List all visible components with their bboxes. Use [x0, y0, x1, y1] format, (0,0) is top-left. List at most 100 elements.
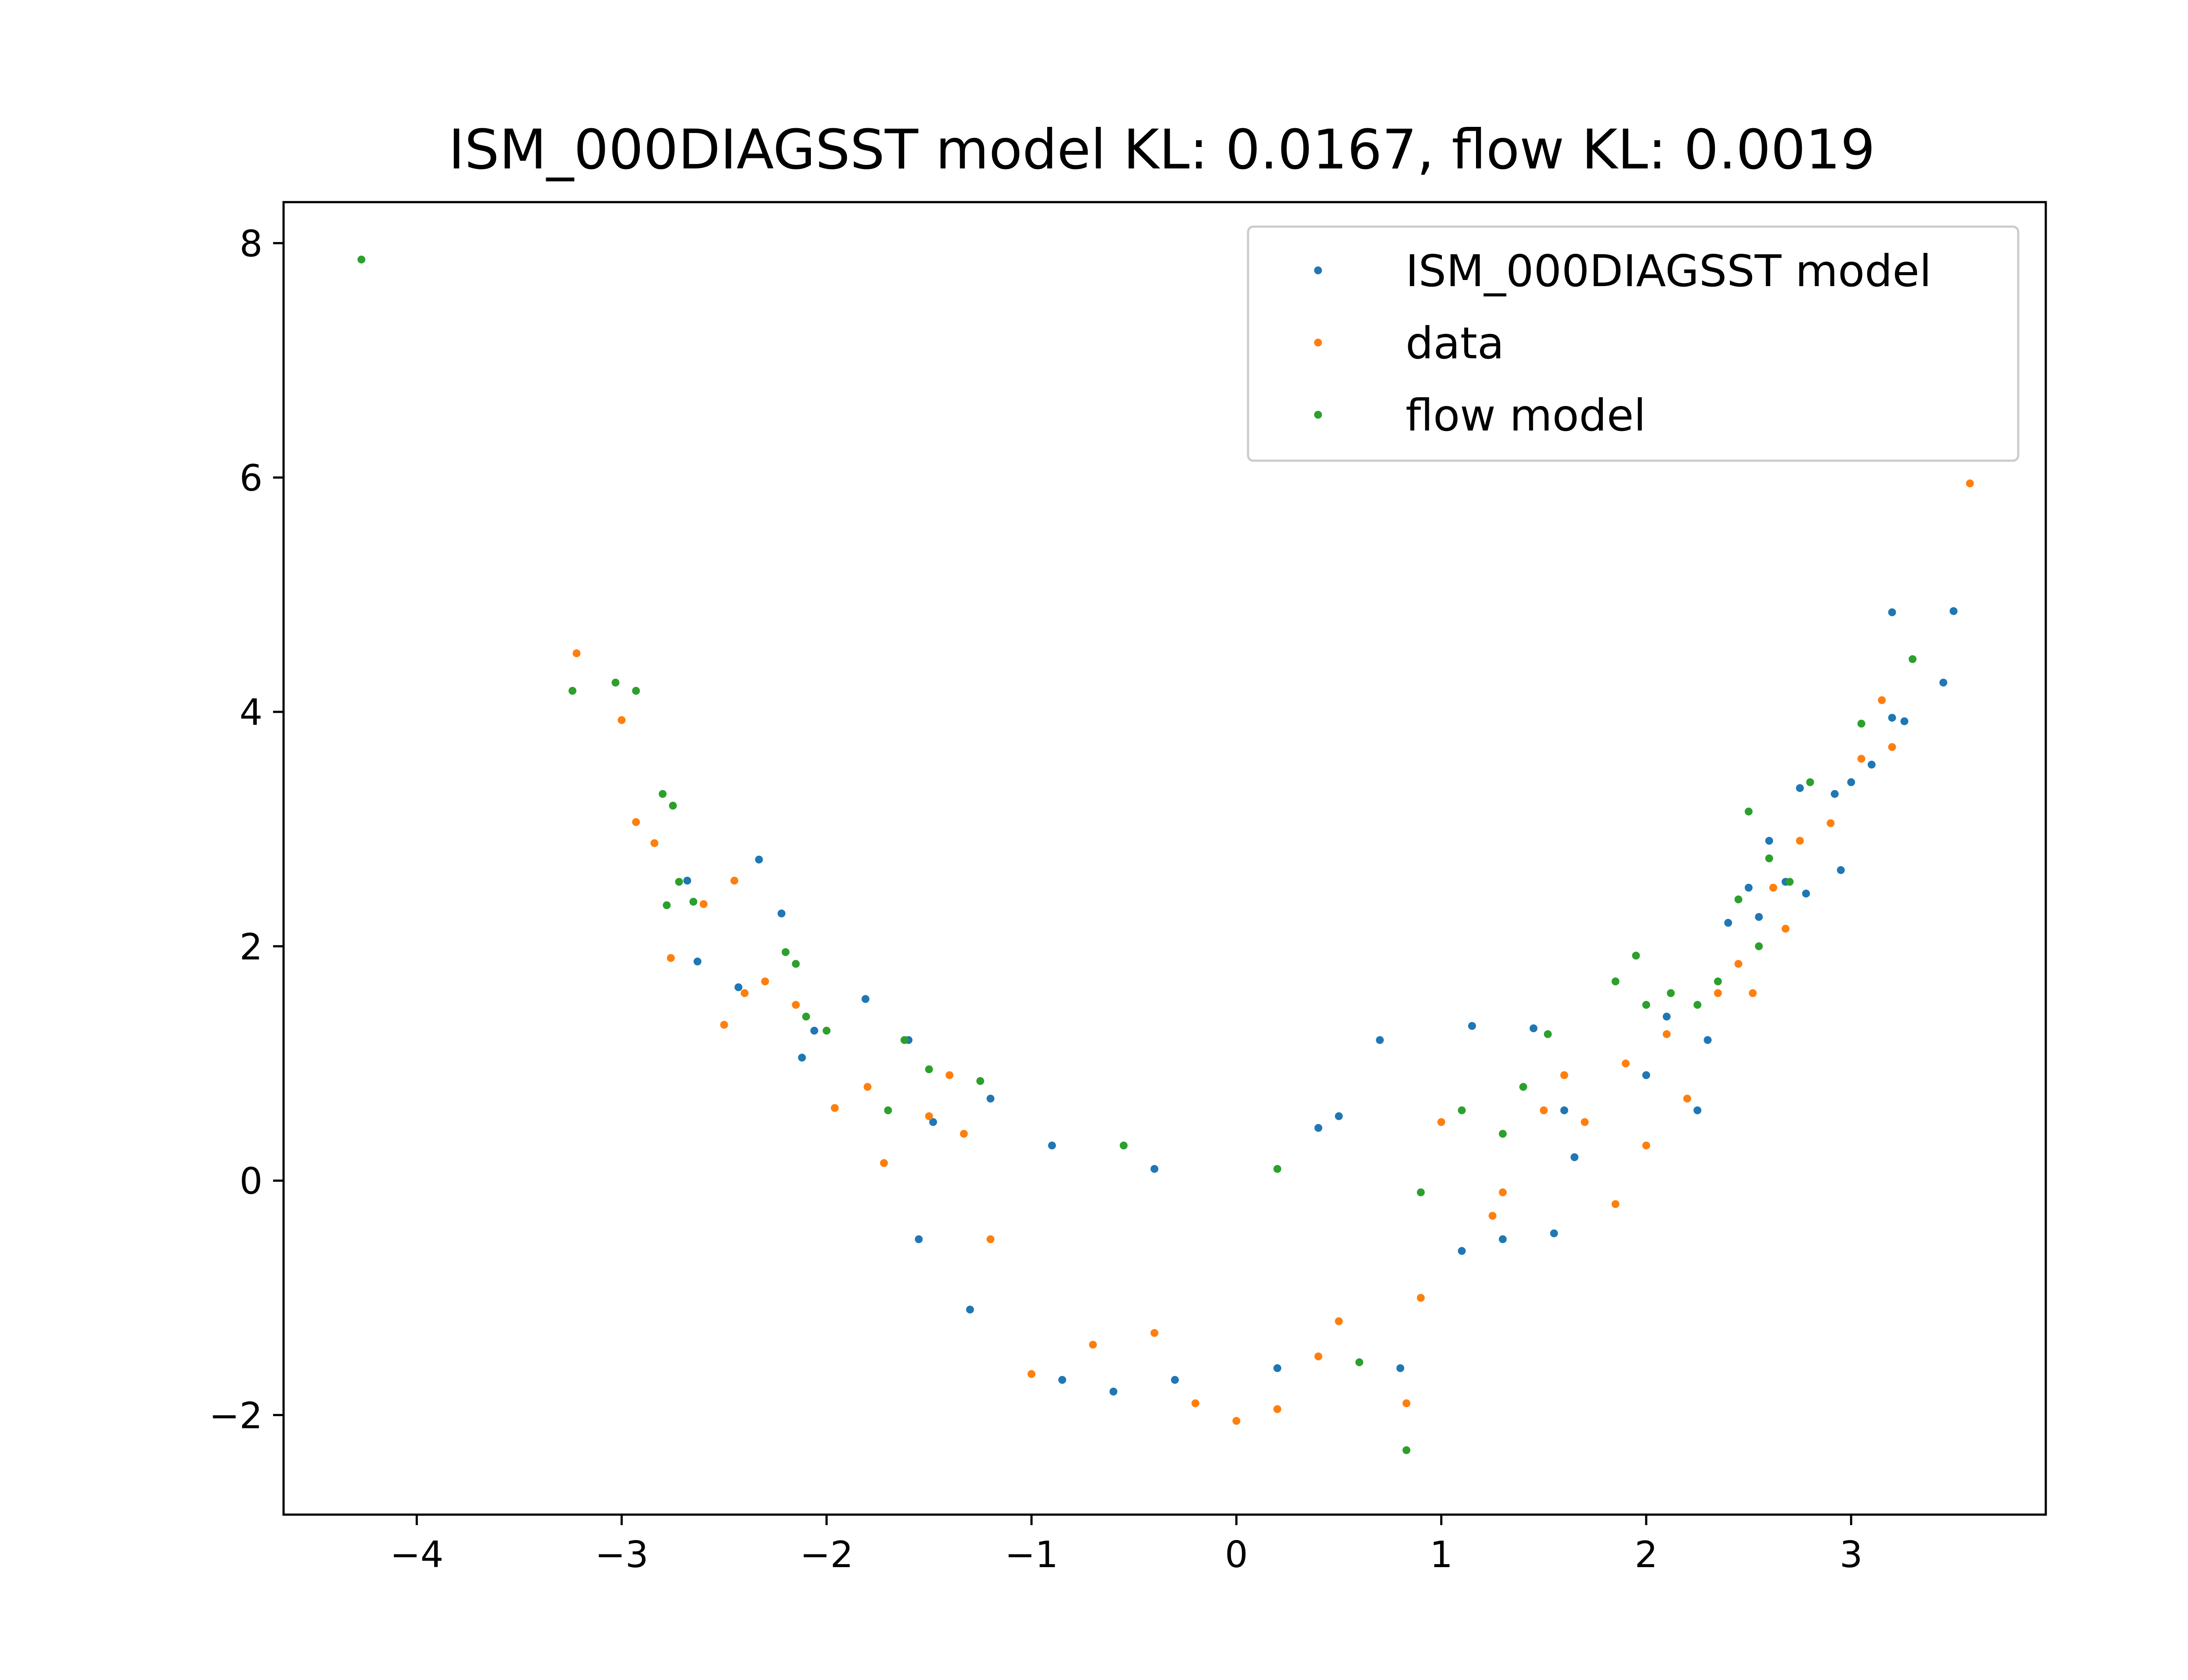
data-point-2-36: [1908, 655, 1917, 663]
data-point-0-29: [1868, 760, 1876, 769]
data-point-2-22: [1544, 1030, 1552, 1038]
data-point-2-23: [1611, 977, 1620, 986]
data-point-2-34: [1745, 807, 1753, 816]
legend-label: data: [1406, 318, 1504, 369]
data-point-2-12: [822, 1026, 831, 1035]
data-point-0-36: [1724, 919, 1732, 927]
plot-frame: [282, 201, 2047, 1516]
data-point-2-38: [884, 1106, 892, 1114]
data-point-0-24: [1765, 836, 1773, 845]
data-point-2-18: [1417, 1188, 1425, 1197]
data-point-1-12: [880, 1159, 888, 1167]
data-point-1-20: [1191, 1399, 1199, 1407]
data-point-1-28: [1642, 1141, 1650, 1150]
data-point-1-45: [1150, 1329, 1159, 1337]
data-point-0-49: [915, 1235, 923, 1243]
data-point-0-31: [1900, 717, 1908, 725]
data-point-2-11: [802, 1012, 810, 1021]
data-point-2-16: [1119, 1141, 1128, 1150]
data-point-2-2: [611, 679, 620, 687]
data-point-1-10: [792, 1001, 800, 1009]
data-point-0-10: [986, 1095, 995, 1103]
x-tick-label: 2: [1634, 1533, 1658, 1576]
data-point-0-4: [777, 909, 785, 917]
data-point-1-0: [572, 649, 581, 658]
data-point-0-41: [1499, 1235, 1507, 1243]
data-point-2-3: [632, 687, 640, 695]
data-point-0-1: [755, 855, 763, 864]
data-point-0-0: [683, 876, 691, 885]
data-point-2-21: [1519, 1083, 1527, 1091]
y-tick-label: 8: [239, 223, 263, 265]
y-tick-label: 2: [239, 926, 263, 968]
data-point-1-16: [1027, 1370, 1036, 1378]
legend: ISM_000DIAGSST model data flow model: [1247, 225, 2020, 462]
data-point-0-15: [1376, 1036, 1384, 1044]
legend-marker: [1314, 339, 1322, 346]
data-point-2-6: [675, 878, 683, 886]
data-point-1-6: [699, 900, 708, 908]
data-point-0-42: [1458, 1247, 1466, 1255]
data-point-1-17: [1314, 1352, 1322, 1361]
legend-label: ISM_000DIAGSST model: [1406, 245, 1932, 297]
data-point-1-8: [720, 1021, 728, 1029]
data-point-1-5: [730, 876, 739, 885]
data-point-0-3: [734, 983, 743, 991]
x-tick-label: −2: [800, 1533, 853, 1576]
data-point-0-14: [1335, 1112, 1343, 1120]
data-point-1-29: [1662, 1030, 1671, 1038]
data-point-1-23: [1488, 1212, 1497, 1220]
data-point-1-41: [1827, 819, 1835, 827]
data-point-0-35: [1755, 913, 1763, 921]
data-point-1-4: [667, 954, 675, 962]
data-point-2-26: [1667, 989, 1675, 997]
data-point-2-31: [1765, 854, 1773, 862]
chart-title: ISM_000DIAGSST model KL: 0.0167, flow KL…: [449, 118, 1876, 182]
x-tick-label: −1: [1005, 1533, 1058, 1576]
data-point-1-27: [1622, 1059, 1630, 1068]
data-point-0-37: [1802, 889, 1810, 898]
data-point-0-30: [1888, 714, 1896, 722]
data-point-0-48: [966, 1306, 974, 1314]
data-point-0-27: [1830, 790, 1839, 798]
data-point-1-30: [1683, 1095, 1691, 1103]
data-point-2-35: [1857, 720, 1865, 728]
data-point-1-14: [945, 1071, 954, 1079]
data-point-2-33: [1806, 778, 1814, 786]
data-point-1-1: [617, 716, 626, 724]
data-point-2-32: [1785, 878, 1794, 886]
data-point-0-23: [1745, 884, 1753, 892]
data-point-1-39: [1888, 743, 1896, 751]
data-point-1-13: [925, 1112, 933, 1120]
data-point-1-21: [1273, 1405, 1281, 1413]
data-point-2-4: [659, 790, 667, 798]
legend-label: flow model: [1406, 390, 1646, 441]
data-point-0-46: [1109, 1387, 1118, 1396]
legend-marker: [1314, 411, 1322, 419]
data-point-1-42: [1560, 1071, 1568, 1079]
y-axis: −2 0 2 4 6 8: [209, 223, 284, 1437]
data-points: [357, 256, 1974, 1454]
data-point-1-33: [1749, 989, 1757, 997]
data-point-0-5: [861, 995, 870, 1003]
data-point-1-24: [1539, 1106, 1548, 1114]
data-point-2-29: [1734, 895, 1743, 903]
data-point-1-9: [761, 977, 769, 986]
x-axis: −4 −3 −2 −1 0 1 2 3: [390, 1515, 1863, 1576]
data-point-0-22: [1694, 1106, 1701, 1114]
data-point-1-2: [632, 818, 640, 826]
legend-marker: [1314, 266, 1322, 274]
data-point-0-28: [1847, 778, 1855, 786]
data-point-2-9: [782, 948, 790, 956]
data-point-2-15: [976, 1077, 985, 1085]
data-point-0-44: [1273, 1364, 1281, 1372]
data-point-0-9: [929, 1118, 937, 1126]
x-tick-label: 0: [1225, 1533, 1248, 1576]
data-point-1-26: [1611, 1200, 1620, 1208]
data-point-1-49: [986, 1235, 995, 1243]
data-point-1-15: [960, 1130, 968, 1138]
data-point-1-19: [1232, 1417, 1241, 1425]
x-tick-label: 3: [1840, 1533, 1863, 1576]
y-tick-label: −2: [209, 1394, 263, 1437]
data-point-2-17: [1273, 1165, 1281, 1173]
